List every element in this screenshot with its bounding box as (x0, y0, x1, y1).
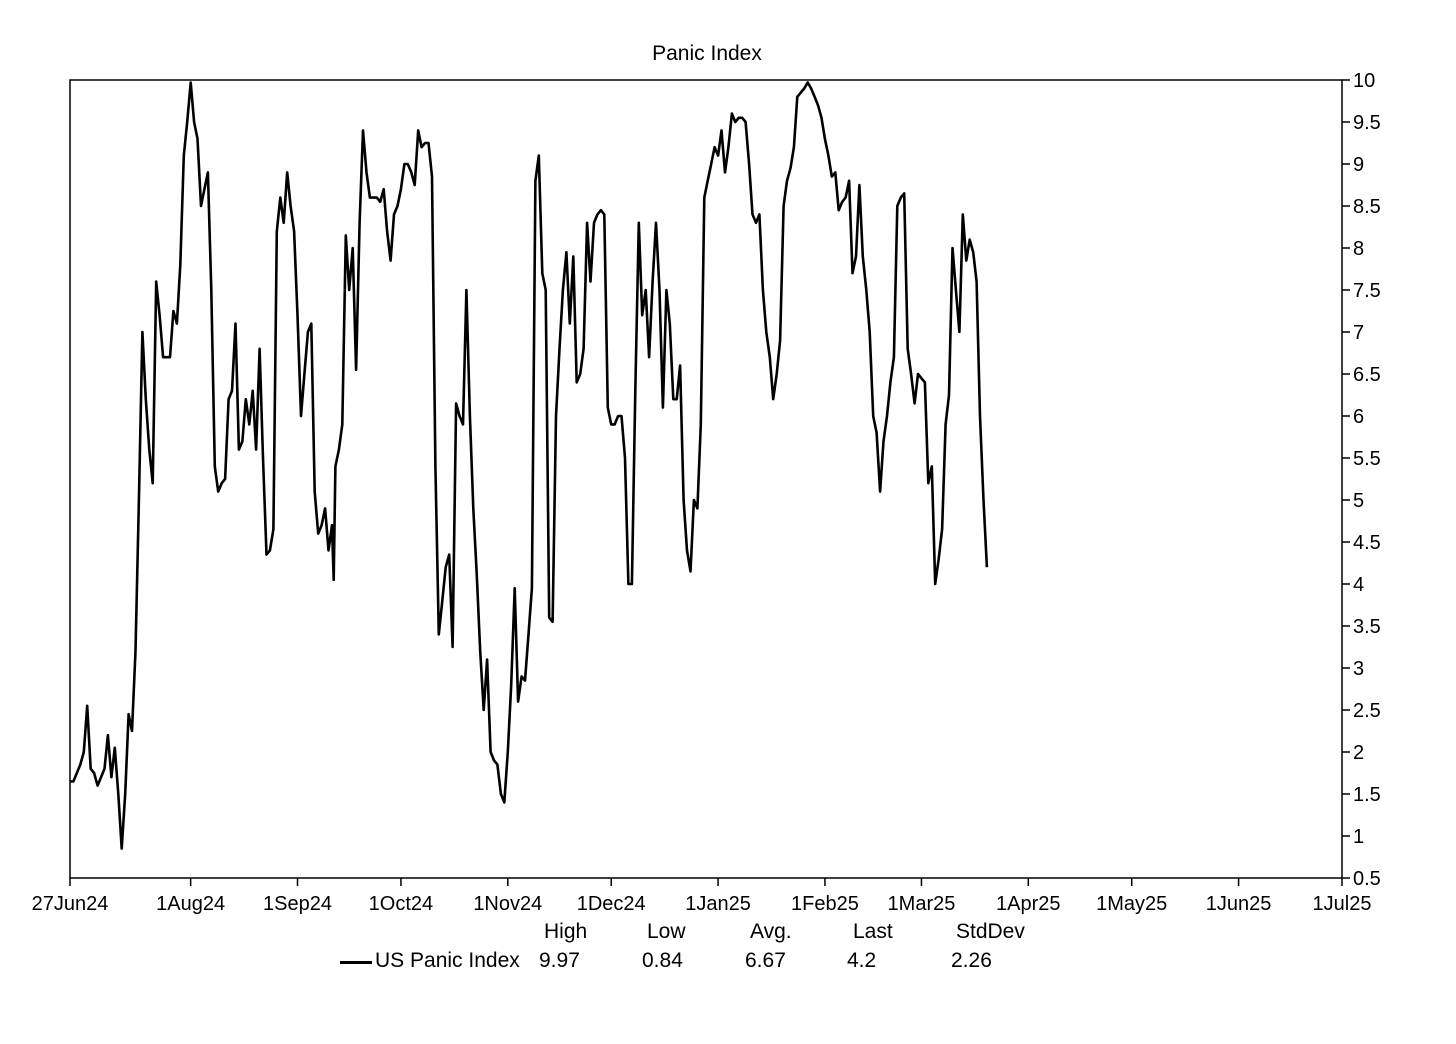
y-tick-label: 5 (1353, 490, 1364, 512)
x-tick-label: 1Jul25 (1313, 893, 1372, 915)
plot-area-frame (69, 79, 1343, 879)
x-tick-label: 1Jan25 (685, 893, 751, 915)
x-tick-label: 1Apr25 (996, 893, 1061, 915)
y-tick-label: 3.5 (1353, 616, 1381, 638)
x-tick-label: 1Aug24 (156, 893, 225, 915)
x-tick-label: 1Jun25 (1206, 893, 1272, 915)
stat-header-avg: Avg. (750, 920, 792, 943)
x-tick-label: 1Sep24 (263, 893, 332, 915)
chart-title: Panic Index (652, 42, 762, 65)
stat-header-last: Last (853, 920, 893, 943)
y-tick-label: 6.5 (1353, 364, 1381, 386)
y-tick-label: 8 (1353, 238, 1364, 260)
y-tick-label: 1 (1353, 826, 1364, 848)
x-axis: 27Jun24 1Aug24 1Sep24 1Oct24 1Nov24 1Dec24 1Ja… (32, 878, 1372, 915)
y-tick-label: 4.5 (1353, 532, 1381, 554)
stat-value-stddev: 2.26 (951, 949, 992, 972)
y-tick-label: 7 (1353, 322, 1364, 344)
x-tick-label: 1Mar25 (888, 893, 956, 915)
y-tick-label: 2.5 (1353, 700, 1381, 722)
y-tick-label: 7.5 (1353, 280, 1381, 302)
stat-header-stddev: StdDev (956, 920, 1025, 943)
y-tick-label: 4 (1353, 574, 1364, 596)
y-tick-label: 0.5 (1353, 868, 1381, 890)
x-tick-label: 1Oct24 (369, 893, 433, 915)
y-tick-label: 5.5 (1353, 448, 1381, 470)
y-tick-label: 8.5 (1353, 196, 1381, 218)
x-tick-label: 27Jun24 (32, 893, 109, 915)
y-axis: 0.5 1 1.5 2 2.5 3 3.5 4 4.5 5 5.5 6 6.5 7 7.5 8 8.5 9 9.5 1… (1342, 70, 1381, 890)
stat-header-low: Low (647, 920, 686, 943)
x-tick-label: 1Nov24 (473, 893, 542, 915)
series-layer (70, 81, 989, 850)
legend-series-name: US Panic Index (375, 949, 520, 972)
y-tick-label: 6 (1353, 406, 1364, 428)
stat-value-avg: 6.67 (745, 949, 786, 972)
stat-value-low: 0.84 (642, 949, 683, 972)
y-tick-label: 10 (1353, 70, 1375, 92)
stat-header-high: High (544, 920, 588, 943)
x-tick-label: 1Dec24 (577, 893, 646, 915)
x-tick-label: 1May25 (1096, 893, 1167, 915)
y-tick-label: 1.5 (1353, 784, 1381, 806)
y-tick-label: 3 (1353, 658, 1364, 680)
legend-swatch (340, 961, 372, 964)
y-tick-label: 9.5 (1353, 112, 1381, 134)
series-line-us-panic-index (70, 81, 989, 850)
stat-value-last: 4.2 (847, 949, 877, 972)
stat-value-high: 9.97 (539, 949, 580, 972)
y-tick-label: 9 (1353, 154, 1364, 176)
y-tick-label: 2 (1353, 742, 1364, 764)
x-tick-label: 1Feb25 (791, 893, 859, 915)
